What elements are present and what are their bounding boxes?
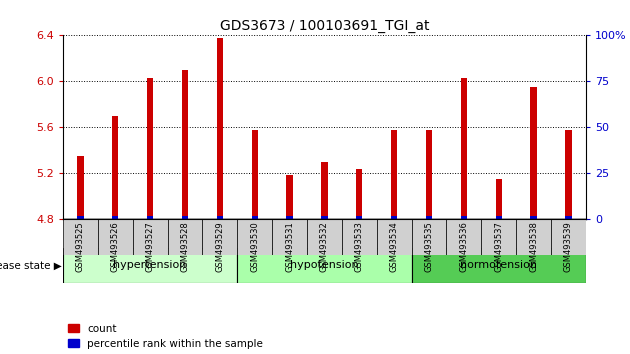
Text: GSM493529: GSM493529 [215, 221, 224, 272]
Legend: count, percentile rank within the sample: count, percentile rank within the sample [68, 324, 263, 349]
Bar [426, 216, 432, 219]
Bar [461, 216, 467, 219]
Bar [287, 216, 293, 219]
Text: GSM493539: GSM493539 [564, 221, 573, 272]
Bar [133, 219, 168, 255]
Text: GSM493526: GSM493526 [111, 221, 120, 272]
Title: GDS3673 / 100103691_TGI_at: GDS3673 / 100103691_TGI_at [220, 19, 429, 33]
Bar [321, 216, 328, 219]
Text: GSM493531: GSM493531 [285, 221, 294, 272]
Text: GSM493533: GSM493533 [355, 221, 364, 272]
Text: GSM493538: GSM493538 [529, 221, 538, 272]
Bar [182, 216, 188, 219]
Bar [63, 219, 98, 255]
Bar [447, 219, 481, 255]
Bar [391, 216, 398, 219]
Bar [238, 248, 411, 283]
Bar [77, 216, 84, 219]
Bar [77, 156, 84, 219]
Text: GSM493530: GSM493530 [250, 221, 259, 272]
Bar [182, 70, 188, 219]
Text: hypotension: hypotension [290, 261, 358, 270]
Text: disease state ▶: disease state ▶ [0, 261, 61, 270]
Bar [112, 216, 118, 219]
Bar [272, 219, 307, 255]
Bar [147, 78, 153, 219]
Bar [202, 219, 238, 255]
Text: GSM493535: GSM493535 [425, 221, 433, 272]
Bar [251, 130, 258, 219]
Bar [496, 179, 502, 219]
Bar [168, 219, 202, 255]
Bar [551, 219, 586, 255]
Bar [307, 219, 342, 255]
Bar [217, 38, 223, 219]
Bar [356, 216, 362, 219]
Bar [461, 78, 467, 219]
Bar [342, 219, 377, 255]
Bar [530, 216, 537, 219]
Text: GSM493532: GSM493532 [320, 221, 329, 272]
Bar [481, 219, 516, 255]
Bar [530, 87, 537, 219]
Text: GSM493536: GSM493536 [459, 221, 468, 272]
Text: GSM493527: GSM493527 [146, 221, 154, 272]
Bar [217, 216, 223, 219]
Bar [411, 219, 447, 255]
Bar [98, 219, 133, 255]
Bar [147, 216, 153, 219]
Bar [391, 130, 398, 219]
Text: GSM493534: GSM493534 [390, 221, 399, 272]
Bar [356, 169, 362, 219]
Bar [63, 248, 238, 283]
Bar [112, 116, 118, 219]
Text: GSM493528: GSM493528 [181, 221, 190, 272]
Bar [251, 216, 258, 219]
Bar [516, 219, 551, 255]
Text: GSM493537: GSM493537 [495, 221, 503, 272]
Bar [377, 219, 411, 255]
Text: GSM493525: GSM493525 [76, 221, 85, 272]
Bar [321, 162, 328, 219]
Bar [565, 216, 571, 219]
Bar [565, 130, 571, 219]
Bar [411, 248, 586, 283]
Bar [496, 216, 502, 219]
Bar [238, 219, 272, 255]
Text: hypertension: hypertension [113, 261, 187, 270]
Bar [426, 130, 432, 219]
Bar [287, 175, 293, 219]
Text: normotension: normotension [461, 261, 537, 270]
